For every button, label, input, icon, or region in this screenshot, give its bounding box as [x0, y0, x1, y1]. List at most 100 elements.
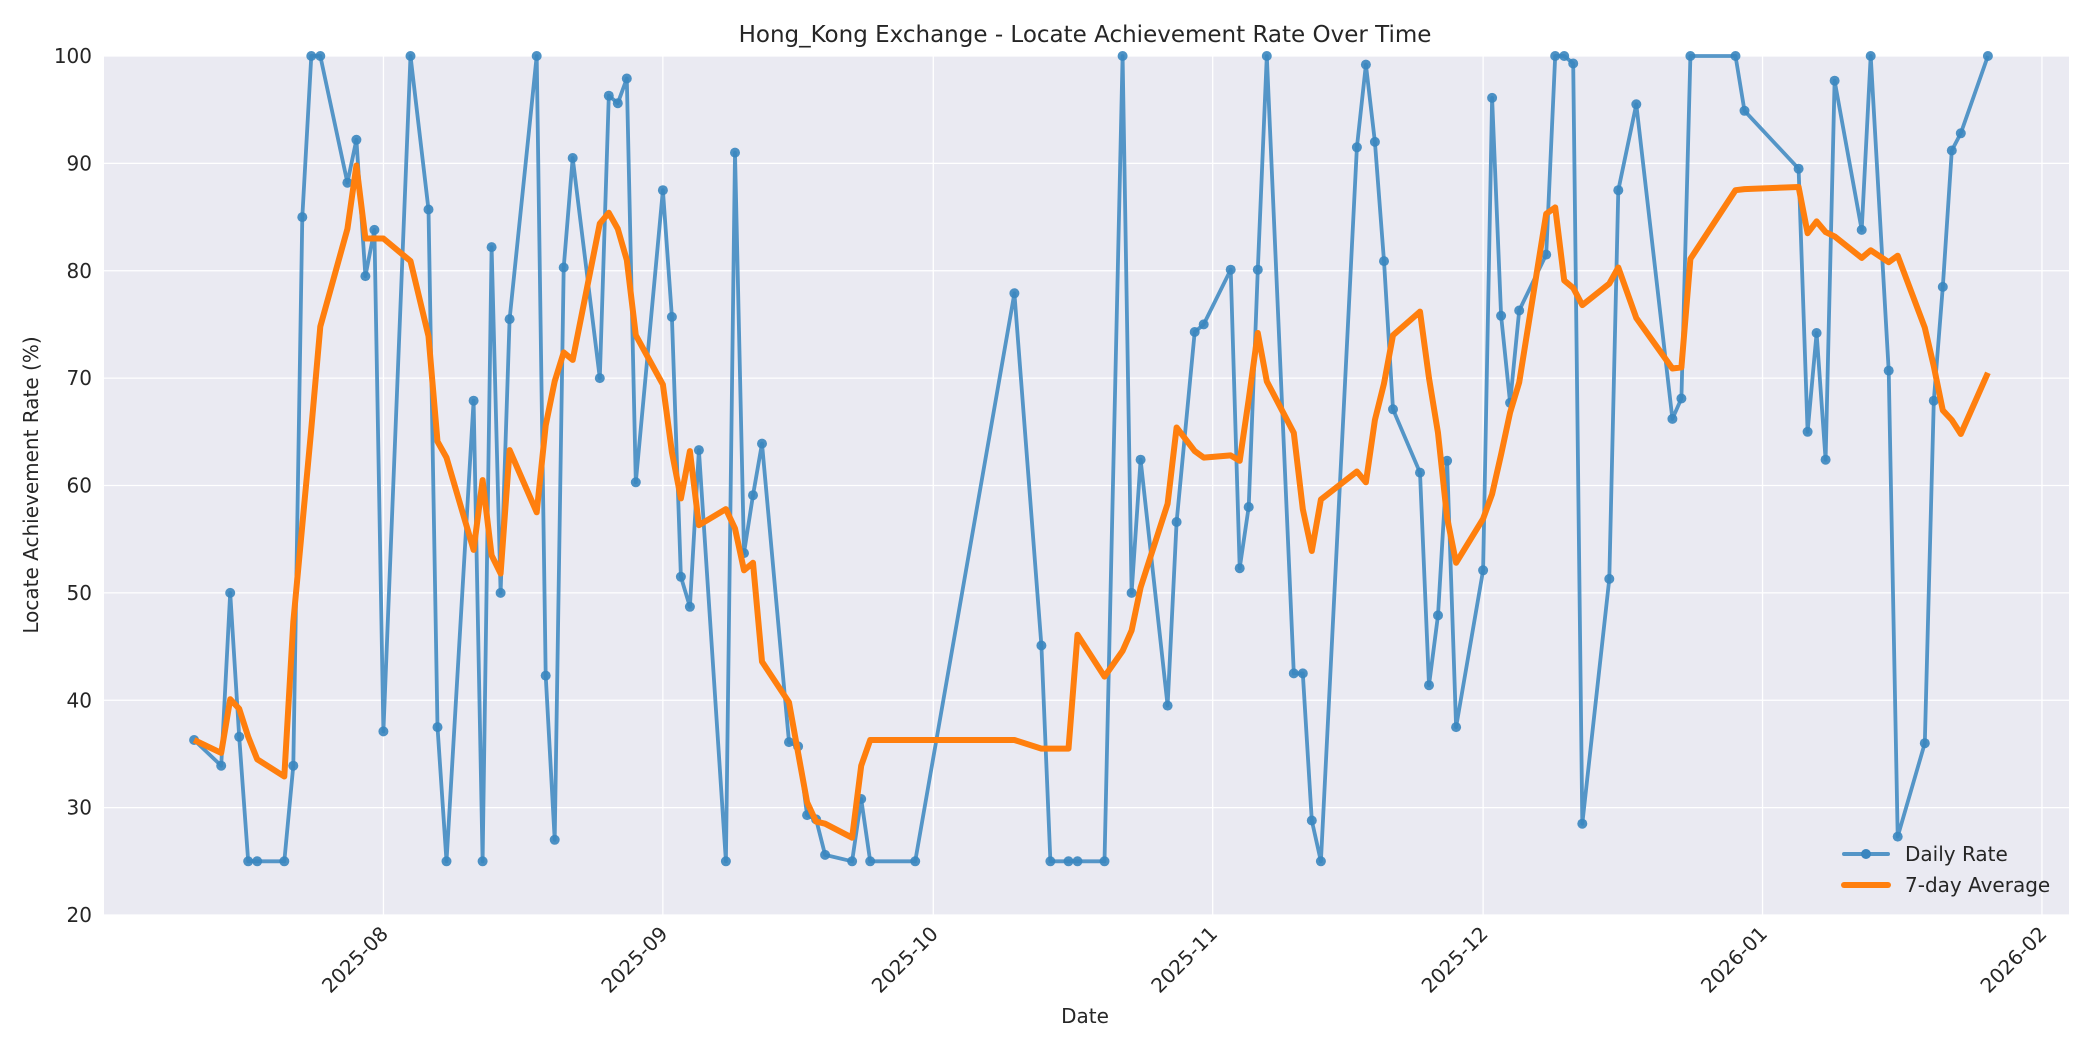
data-point — [315, 51, 326, 61]
data-point — [910, 856, 921, 867]
data-point — [1892, 831, 1903, 842]
data-point — [1162, 700, 1173, 711]
data-point — [1946, 145, 1957, 156]
data-point — [423, 204, 434, 215]
data-point — [441, 856, 452, 867]
data-point — [693, 445, 704, 456]
data-point — [1577, 818, 1588, 829]
data-point — [405, 51, 416, 61]
data-point — [306, 51, 317, 61]
data-point — [1820, 454, 1831, 465]
data-point — [495, 587, 506, 598]
data-point — [342, 177, 353, 188]
data-point — [1442, 455, 1453, 466]
data-point — [1883, 365, 1894, 376]
y-axis-label: Locate Achievement Rate (%) — [19, 336, 43, 633]
y-tick-label: 100 — [54, 44, 92, 68]
data-point — [757, 438, 767, 449]
data-point — [279, 856, 290, 867]
data-point — [612, 98, 623, 109]
data-point — [684, 601, 695, 612]
data-point — [1135, 454, 1146, 465]
data-point — [1126, 587, 1137, 598]
data-point — [468, 395, 479, 406]
data-point — [1315, 856, 1326, 867]
data-point — [621, 73, 632, 84]
data-point — [666, 311, 677, 322]
data-point — [234, 731, 245, 742]
data-point — [1604, 573, 1615, 584]
data-point — [1243, 502, 1254, 512]
data-point — [1478, 565, 1489, 576]
data-point — [1369, 136, 1380, 147]
y-tick-label: 50 — [67, 581, 92, 605]
data-point — [1252, 264, 1263, 275]
data-point — [297, 212, 308, 223]
y-tick-label: 70 — [67, 366, 92, 390]
data-point — [1063, 856, 1074, 867]
data-point — [378, 726, 389, 737]
data-point — [1550, 51, 1561, 61]
data-point — [1189, 327, 1200, 337]
data-point — [730, 147, 740, 158]
data-point — [1982, 51, 1993, 61]
data-point — [1955, 128, 1966, 139]
data-point — [1559, 51, 1570, 61]
series-daily-rate — [189, 51, 1993, 867]
data-point — [1487, 92, 1498, 103]
data-point — [1360, 59, 1371, 70]
data-point — [1234, 563, 1245, 574]
data-point — [630, 477, 641, 488]
data-point — [1415, 467, 1425, 478]
y-tick-label: 20 — [67, 903, 92, 927]
data-point — [1730, 51, 1741, 61]
data-point — [1793, 163, 1804, 174]
data-point — [1919, 738, 1930, 749]
y-axis-ticks: 20 30 40 50 60 70 80 90 100 — [54, 44, 92, 927]
y-tick-label: 30 — [67, 796, 92, 820]
data-point — [784, 737, 794, 748]
data-point — [1072, 856, 1083, 867]
y-tick-label: 80 — [67, 259, 92, 283]
data-point — [1802, 426, 1813, 437]
data-point — [1865, 51, 1876, 61]
data-point — [1928, 395, 1939, 406]
data-point — [1739, 105, 1750, 116]
x-axis-label: Date — [1061, 1004, 1109, 1028]
data-point — [540, 670, 551, 681]
data-point — [1351, 142, 1362, 153]
legend-item-daily-rate: Daily Rate — [1842, 842, 2008, 866]
data-point — [1514, 305, 1525, 316]
data-point — [351, 134, 362, 145]
data-point — [1667, 413, 1678, 424]
data-point — [216, 760, 227, 771]
data-point — [1829, 75, 1840, 86]
data-point — [1433, 610, 1443, 621]
data-point — [1388, 404, 1398, 415]
data-point — [820, 849, 831, 860]
data-point — [1036, 640, 1047, 651]
data-point — [288, 760, 299, 771]
data-point — [594, 373, 605, 384]
data-point — [1171, 517, 1182, 527]
y-tick-label: 40 — [67, 688, 92, 712]
series-line — [192, 162, 1991, 841]
data-point — [1541, 249, 1552, 260]
data-point — [657, 185, 668, 196]
series-7-day-average — [192, 162, 1991, 841]
data-point — [567, 153, 578, 163]
data-point — [558, 262, 569, 273]
data-point — [865, 856, 876, 867]
data-point — [1451, 722, 1462, 733]
data-point — [531, 51, 542, 61]
data-point — [1198, 319, 1209, 330]
data-point — [1288, 668, 1299, 679]
data-point — [360, 271, 371, 282]
data-point — [1811, 328, 1822, 338]
data-point — [504, 314, 515, 325]
data-point — [1676, 393, 1687, 404]
data-point — [243, 856, 254, 867]
y-tick-label: 90 — [67, 151, 92, 175]
